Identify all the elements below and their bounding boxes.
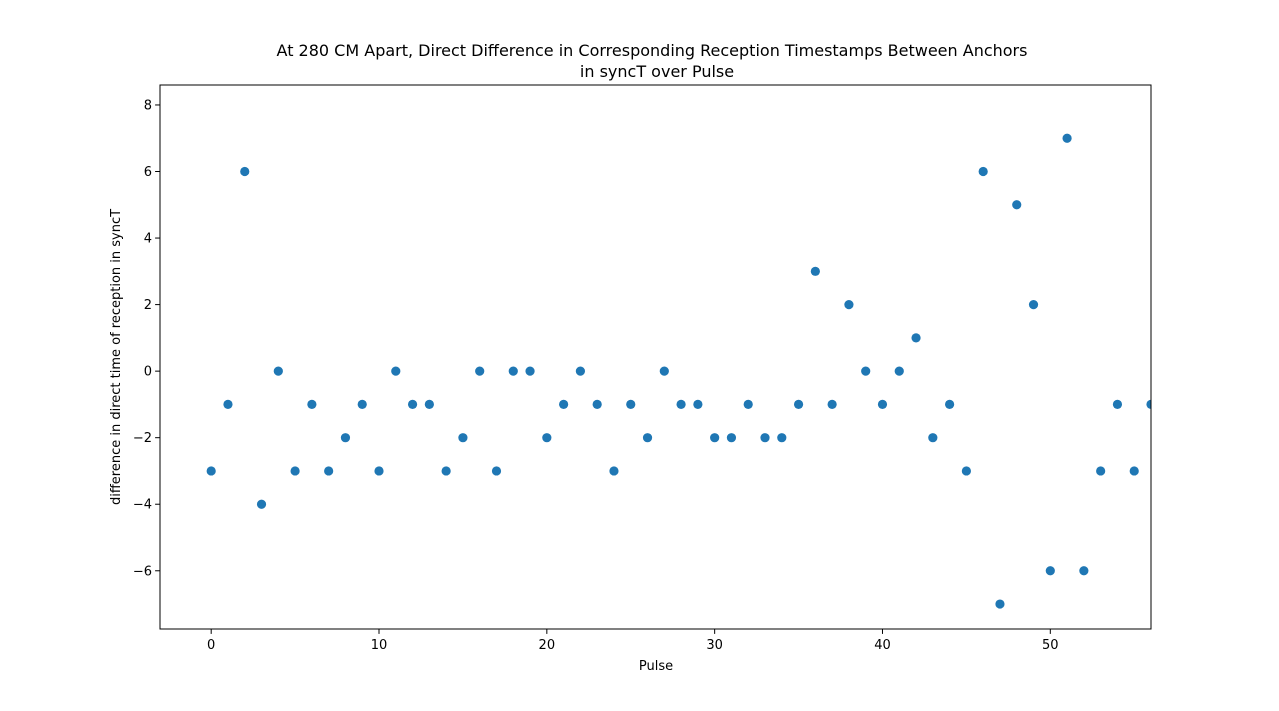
data-point bbox=[995, 599, 1005, 609]
data-points bbox=[206, 133, 1151, 609]
data-point bbox=[223, 399, 233, 410]
data-point bbox=[240, 166, 250, 177]
data-point bbox=[1112, 399, 1123, 410]
data-point bbox=[626, 399, 636, 410]
data-point bbox=[743, 399, 753, 410]
data-point bbox=[693, 399, 703, 410]
data-point bbox=[1096, 466, 1106, 476]
data-point bbox=[642, 433, 653, 443]
data-point bbox=[357, 399, 367, 410]
data-point bbox=[659, 366, 669, 376]
data-point bbox=[861, 366, 871, 376]
data-point bbox=[877, 399, 888, 410]
x-axis-label: Pulse bbox=[639, 659, 673, 674]
data-point bbox=[928, 433, 938, 443]
x-axis-ticks: 0 10 20 30 40 50 bbox=[207, 629, 1059, 653]
data-point bbox=[760, 433, 770, 443]
y-tick-label: 8 bbox=[144, 98, 152, 113]
y-tick-label: 0 bbox=[144, 365, 152, 380]
y-tick-label: −4 bbox=[133, 498, 152, 513]
data-point bbox=[1028, 300, 1039, 310]
data-point bbox=[290, 466, 300, 476]
data-point bbox=[475, 366, 485, 376]
y-axis-label: difference in direct time of reception i… bbox=[109, 209, 124, 505]
data-point bbox=[374, 466, 384, 476]
data-point bbox=[726, 433, 737, 443]
data-point bbox=[1146, 399, 1151, 410]
data-point bbox=[424, 399, 434, 410]
data-point bbox=[676, 399, 686, 410]
data-point bbox=[256, 499, 267, 509]
x-tick-label: 0 bbox=[207, 638, 215, 653]
data-point bbox=[777, 433, 787, 443]
y-tick-label: 6 bbox=[144, 165, 152, 180]
data-point bbox=[441, 466, 451, 476]
y-tick-label: −6 bbox=[133, 564, 152, 579]
data-point bbox=[206, 466, 216, 476]
data-point bbox=[273, 366, 283, 376]
data-point bbox=[340, 433, 351, 443]
x-tick-label: 20 bbox=[539, 638, 556, 653]
chart-title-line-2: in syncT over Pulse bbox=[580, 62, 734, 81]
data-point bbox=[525, 366, 535, 376]
data-point bbox=[844, 300, 854, 310]
data-point bbox=[609, 466, 619, 476]
data-point bbox=[827, 399, 837, 410]
data-point bbox=[894, 366, 904, 376]
data-point bbox=[508, 366, 518, 376]
data-point bbox=[978, 166, 988, 177]
data-point bbox=[407, 399, 418, 410]
y-tick-label: 4 bbox=[144, 232, 152, 247]
data-point bbox=[1062, 133, 1072, 143]
data-point bbox=[1129, 466, 1139, 476]
data-point bbox=[575, 366, 586, 376]
data-point bbox=[542, 433, 552, 443]
data-point bbox=[911, 333, 921, 343]
data-point bbox=[324, 466, 334, 476]
x-tick-label: 10 bbox=[371, 638, 388, 653]
x-tick-label: 30 bbox=[706, 638, 723, 653]
x-tick-label: 40 bbox=[874, 638, 891, 653]
data-point bbox=[1045, 566, 1055, 576]
data-point bbox=[1079, 566, 1089, 576]
y-tick-label: −2 bbox=[133, 431, 152, 446]
y-tick-label: 2 bbox=[144, 298, 152, 313]
data-point bbox=[1012, 200, 1022, 210]
data-point bbox=[559, 399, 569, 410]
x-tick-label: 50 bbox=[1042, 638, 1059, 653]
data-point bbox=[945, 399, 955, 410]
plot-area-frame bbox=[159, 84, 1152, 630]
data-point bbox=[710, 433, 720, 443]
data-point bbox=[391, 366, 401, 376]
data-point bbox=[793, 399, 804, 410]
data-point bbox=[592, 399, 602, 410]
data-point bbox=[307, 399, 317, 410]
y-axis-ticks: −6 −4 −2 0 2 4 6 8 bbox=[133, 98, 160, 579]
data-point bbox=[458, 433, 468, 443]
chart-title-line-1: At 280 CM Apart, Direct Difference in Co… bbox=[277, 41, 1028, 60]
data-point bbox=[491, 466, 502, 476]
data-point bbox=[810, 266, 820, 276]
data-point bbox=[961, 466, 971, 476]
